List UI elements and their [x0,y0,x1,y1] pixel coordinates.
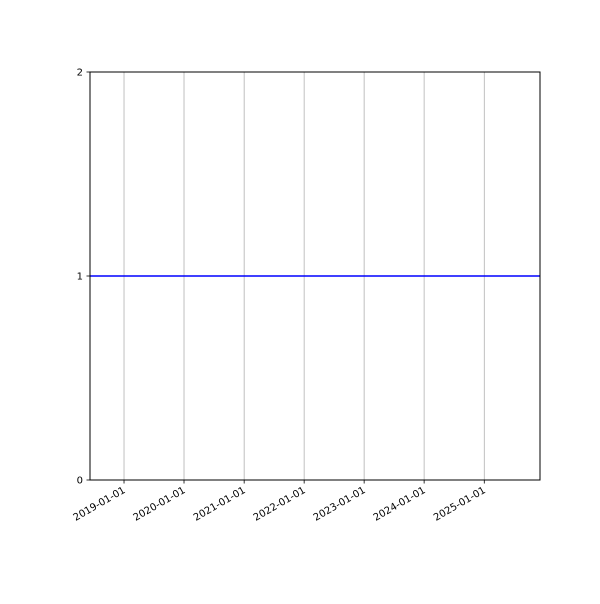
x-tick-label: 2025-01-01 [432,485,488,524]
y-axis: 0 1 2 [77,68,90,487]
y-tick-label: 0 [77,476,83,487]
x-tick-label: 2023-01-01 [312,485,368,524]
x-tick-label: 2020-01-01 [132,485,188,524]
x-tick-label: 2022-01-01 [252,485,308,524]
x-axis: 2019-01-01 2020-01-01 2021-01-01 2022-01-01… [72,480,488,524]
x-tick-label: 2019-01-01 [72,485,128,524]
y-tick-label: 1 [77,272,83,283]
y-tick-label: 2 [77,68,83,79]
x-tick-label: 2021-01-01 [192,485,248,524]
x-tick-label: 2024-01-01 [372,485,428,524]
